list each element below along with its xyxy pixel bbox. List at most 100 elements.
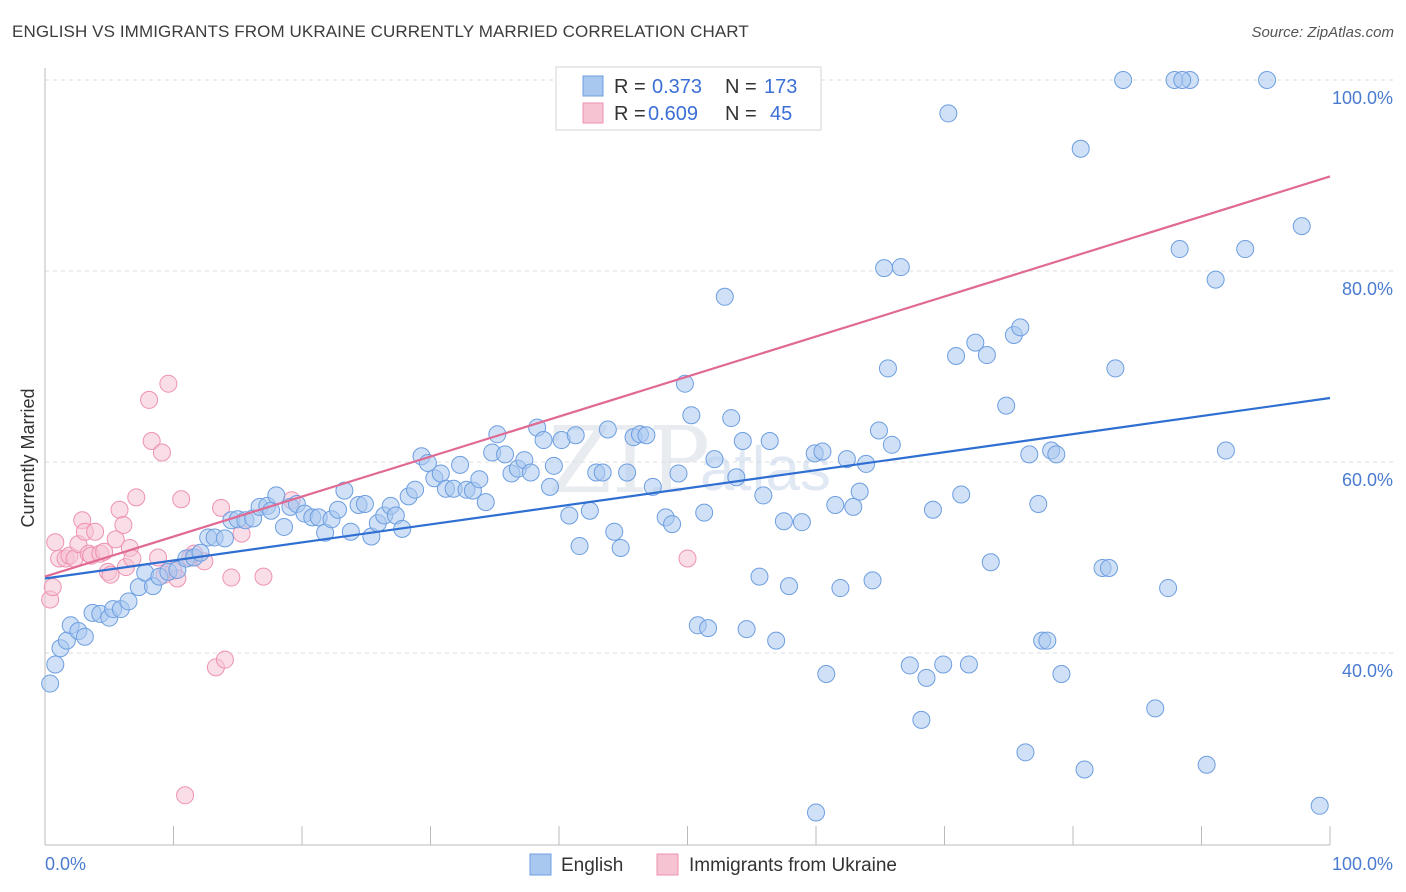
ukraine-point [222, 568, 241, 587]
english-point [544, 456, 563, 475]
english-r-value: 0.373 [652, 76, 702, 98]
ukraine-point [43, 578, 62, 597]
english-point [1159, 579, 1178, 598]
english-point [1011, 318, 1030, 337]
english-point [959, 655, 978, 674]
ukraine-point [127, 488, 146, 507]
english-point [850, 482, 869, 501]
english-trend-line [44, 396, 1331, 580]
english-point [663, 515, 682, 534]
english-point [1146, 699, 1165, 718]
chart-source: Source: ZipAtlas.com [1251, 24, 1394, 41]
ukraine-point [140, 390, 159, 409]
english-point [750, 567, 769, 586]
english-point [807, 803, 825, 822]
english-point [470, 470, 489, 489]
english-point [611, 538, 630, 557]
english-points-layer [41, 71, 1329, 822]
ukraine-point [212, 498, 231, 517]
english-point [541, 477, 560, 496]
english-point [488, 425, 507, 444]
english-point [737, 620, 756, 639]
english-point [570, 537, 589, 556]
english-r-label: R = [614, 76, 646, 98]
ukraine-point [142, 431, 161, 450]
ukraine-point [106, 530, 125, 549]
english-point [1020, 445, 1039, 464]
english-n-label: N = [725, 76, 757, 98]
english-point [923, 500, 942, 519]
english-point [1292, 217, 1311, 236]
english-point [1075, 760, 1094, 779]
english-point [952, 485, 971, 504]
english-point [780, 577, 799, 596]
english-point [733, 431, 752, 450]
english-point [831, 579, 850, 598]
english-point [844, 497, 863, 516]
english-point [1173, 71, 1192, 89]
x-tick-label: 0.0% [45, 854, 86, 874]
chart-title: ENGLISH VS IMMIGRANTS FROM UKRAINE CURRE… [12, 22, 749, 41]
y-tick-label: 80.0% [1342, 279, 1393, 299]
english-point [41, 674, 60, 693]
english-point [767, 631, 786, 650]
english-point [534, 431, 553, 450]
english-point [939, 104, 958, 123]
english-point [637, 426, 656, 445]
english-point [722, 409, 741, 428]
english-point [75, 627, 94, 646]
english-point [618, 463, 637, 482]
english-point [934, 655, 953, 674]
english-point [1197, 755, 1216, 774]
english-point [521, 463, 540, 482]
english-point [826, 495, 845, 514]
english-point [891, 258, 910, 277]
legend-ukraine-label: Immigrants from Ukraine [689, 855, 897, 876]
ukraine-point [110, 500, 129, 519]
english-point [1016, 743, 1035, 762]
y-axis-title: Currently Married [18, 388, 38, 527]
ukraine-n-value: 45 [770, 103, 792, 125]
english-point [598, 420, 617, 439]
english-point [817, 665, 836, 684]
ukraine-r-value: 0.609 [648, 103, 698, 125]
english-point [275, 517, 294, 536]
english-point [341, 522, 360, 541]
english-point [1052, 665, 1071, 684]
english-point [1029, 495, 1048, 514]
english-point [267, 486, 286, 505]
english-point [912, 710, 931, 729]
english-n-value: 173 [764, 76, 797, 98]
english-point [863, 571, 882, 590]
ukraine-swatch [582, 102, 604, 124]
legend-english-swatch [529, 853, 552, 876]
y-tick-label: 100.0% [1332, 88, 1393, 108]
legend-ukraine-swatch [656, 853, 679, 876]
english-point [593, 463, 612, 482]
english-point [715, 287, 734, 306]
english-point [1170, 240, 1189, 259]
ukraine-n-label: N = [725, 103, 757, 125]
english-point [774, 512, 793, 531]
ukraine-point [254, 567, 273, 586]
english-point [1038, 631, 1057, 650]
english-point [406, 480, 425, 499]
english-point [1047, 445, 1066, 464]
english-point [917, 668, 936, 687]
english-point [900, 656, 919, 675]
english-point [682, 406, 701, 425]
english-point [560, 506, 579, 525]
ukraine-r-label: R = [614, 103, 646, 125]
english-point [878, 359, 897, 378]
english-point [669, 464, 688, 483]
english-point [119, 592, 138, 611]
ukraine-point [678, 549, 697, 568]
y-tick-label: 40.0% [1342, 661, 1393, 681]
english-point [566, 426, 585, 445]
english-point [1106, 359, 1125, 378]
english-point [1236, 240, 1255, 259]
english-point [695, 503, 714, 522]
english-point [699, 619, 718, 638]
english-swatch [582, 75, 604, 97]
series-legend: English Immigrants from Ukraine [529, 853, 897, 876]
